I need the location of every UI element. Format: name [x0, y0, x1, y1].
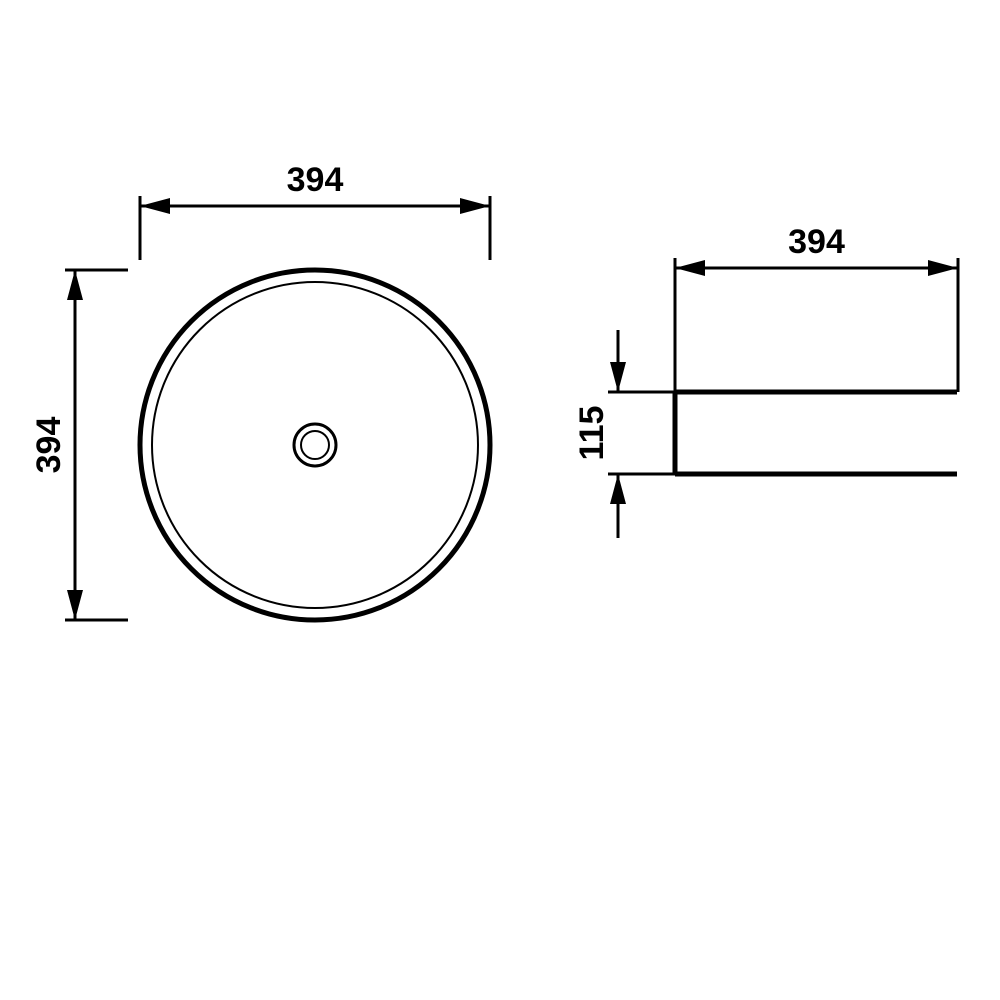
arrowhead — [610, 362, 626, 392]
arrowhead — [140, 198, 170, 214]
top-view-outer-circle — [140, 270, 490, 620]
top-view-inner-circle — [152, 282, 478, 608]
arrowhead — [928, 260, 958, 276]
arrowhead — [460, 198, 490, 214]
dim-label-top-width: 394 — [287, 161, 344, 199]
top-view-drain-inner — [301, 431, 329, 459]
dim-label-top-height: 394 — [30, 417, 68, 474]
dim-label-side-width: 394 — [788, 223, 845, 261]
arrowhead — [675, 260, 705, 276]
arrowhead — [610, 474, 626, 504]
arrowhead — [67, 270, 83, 300]
arrowhead — [67, 590, 83, 620]
dim-label-side-height: 115 — [573, 406, 611, 461]
